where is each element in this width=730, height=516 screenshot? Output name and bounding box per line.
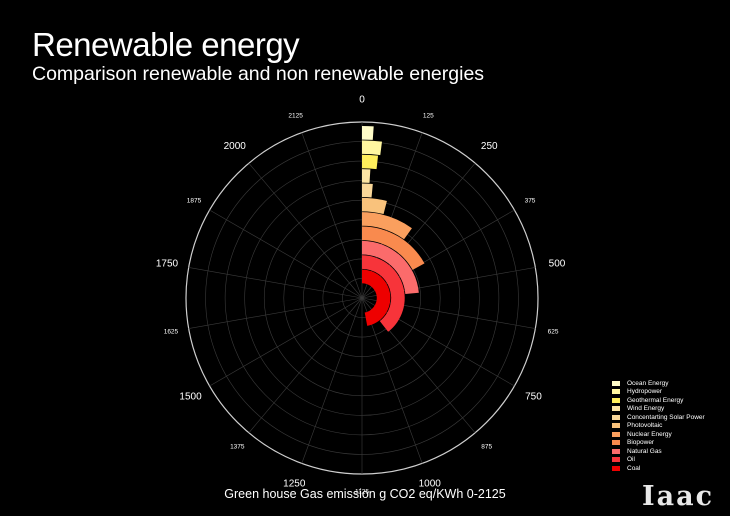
tick-label: 1125 bbox=[355, 489, 369, 496]
legend-swatch bbox=[612, 448, 620, 454]
chart-subtitle: Comparison renewable and non renewable e… bbox=[32, 63, 485, 85]
tick-label: 1875 bbox=[187, 198, 202, 205]
tick-label: 750 bbox=[525, 392, 542, 403]
bar-photovoltaic bbox=[362, 197, 387, 215]
legend-item: Natural Gas bbox=[612, 447, 705, 456]
tick-label: 2125 bbox=[288, 112, 303, 119]
tick-label: 375 bbox=[525, 198, 536, 205]
legend-item: Concentarting Solar Power bbox=[612, 413, 705, 422]
legend-swatch bbox=[612, 414, 620, 420]
grid-spoke bbox=[188, 267, 363, 299]
bar-wind-energy bbox=[362, 169, 371, 183]
tick-label: 1000 bbox=[419, 479, 442, 490]
axis-caption: Green house Gas emission g CO2 eq/KWh 0-… bbox=[224, 487, 506, 501]
legend-item: Wind Energy bbox=[612, 405, 705, 414]
bar-nuclear-energy bbox=[362, 212, 412, 240]
legend-item: Oil bbox=[612, 456, 705, 465]
legend-swatch bbox=[612, 431, 620, 437]
legend-label: Hydropower bbox=[627, 388, 663, 396]
tick-label: 625 bbox=[548, 328, 559, 335]
grid-spoke bbox=[209, 297, 363, 387]
legend-label: Oil bbox=[627, 456, 635, 464]
legend-swatch bbox=[612, 406, 620, 412]
legend-label: Geothermal Energy bbox=[627, 396, 684, 404]
grid-spoke bbox=[209, 209, 363, 299]
tick-label: 250 bbox=[481, 141, 498, 152]
tick-label: 500 bbox=[549, 258, 566, 269]
legend-item: Geothermal Energy bbox=[612, 396, 705, 405]
legend-swatch bbox=[612, 397, 620, 403]
legend-label: Concentarting Solar Power bbox=[627, 413, 705, 421]
legend-swatch bbox=[612, 440, 620, 446]
legend-label: Biopower bbox=[627, 439, 655, 447]
bar-natural-gas bbox=[362, 240, 419, 294]
legend-swatch bbox=[612, 380, 620, 386]
legend-item: Biopower bbox=[612, 439, 705, 448]
tick-label: 125 bbox=[423, 112, 434, 119]
tick-label: 875 bbox=[481, 443, 492, 450]
grid-spoke bbox=[361, 297, 423, 464]
legend-item: Photovoltaic bbox=[612, 422, 705, 431]
legend-item: Ocean Energy bbox=[612, 379, 705, 388]
tick-label: 1500 bbox=[179, 392, 202, 403]
grid-spoke bbox=[301, 297, 363, 464]
legend-label: Natural Gas bbox=[627, 447, 662, 455]
grid-spoke bbox=[301, 132, 363, 299]
bar-oil bbox=[362, 255, 405, 332]
tick-label: 1625 bbox=[164, 328, 179, 335]
legend-swatch bbox=[612, 465, 620, 471]
legend-item: Hydropower bbox=[612, 388, 705, 397]
bar-coal bbox=[362, 269, 391, 326]
legend-label: Wind Energy bbox=[627, 405, 665, 413]
legend-item: Coal bbox=[612, 464, 705, 473]
grid-spoke bbox=[188, 297, 363, 329]
tick-label: 0 bbox=[359, 95, 365, 106]
legend-item: Nuclear Energy bbox=[612, 430, 705, 439]
iaac-logo: Iaac bbox=[642, 481, 715, 512]
chart-title: Renewable energy bbox=[32, 26, 300, 63]
tick-label: 2000 bbox=[224, 141, 247, 152]
tick-label: 1250 bbox=[283, 479, 306, 490]
legend-label: Nuclear Energy bbox=[627, 430, 672, 438]
bar-biopower bbox=[362, 226, 425, 270]
legend-swatch bbox=[612, 457, 620, 463]
legend: Ocean Energy Hydropower Geothermal Energy W… bbox=[612, 379, 705, 473]
legend-label: Coal bbox=[627, 464, 641, 472]
bar-ocean-energy bbox=[362, 126, 374, 140]
grid-spoke bbox=[248, 162, 363, 299]
bar-hydropower bbox=[362, 140, 382, 156]
bars bbox=[362, 126, 425, 332]
tick-label: 1750 bbox=[156, 258, 179, 269]
bar-concentarting-solar-power bbox=[362, 183, 373, 198]
tick-labels: 0 125 250 375 500 625 750 875 1000 1125 1250 1375 15… bbox=[156, 95, 566, 496]
grid-spoke bbox=[248, 297, 363, 434]
legend-label: Ocean Energy bbox=[627, 379, 669, 387]
legend-label: Photovoltaic bbox=[627, 422, 663, 430]
legend-swatch bbox=[612, 423, 620, 429]
tick-label: 1375 bbox=[230, 443, 245, 450]
bar-geothermal-energy bbox=[362, 154, 379, 170]
legend-swatch bbox=[612, 389, 620, 395]
